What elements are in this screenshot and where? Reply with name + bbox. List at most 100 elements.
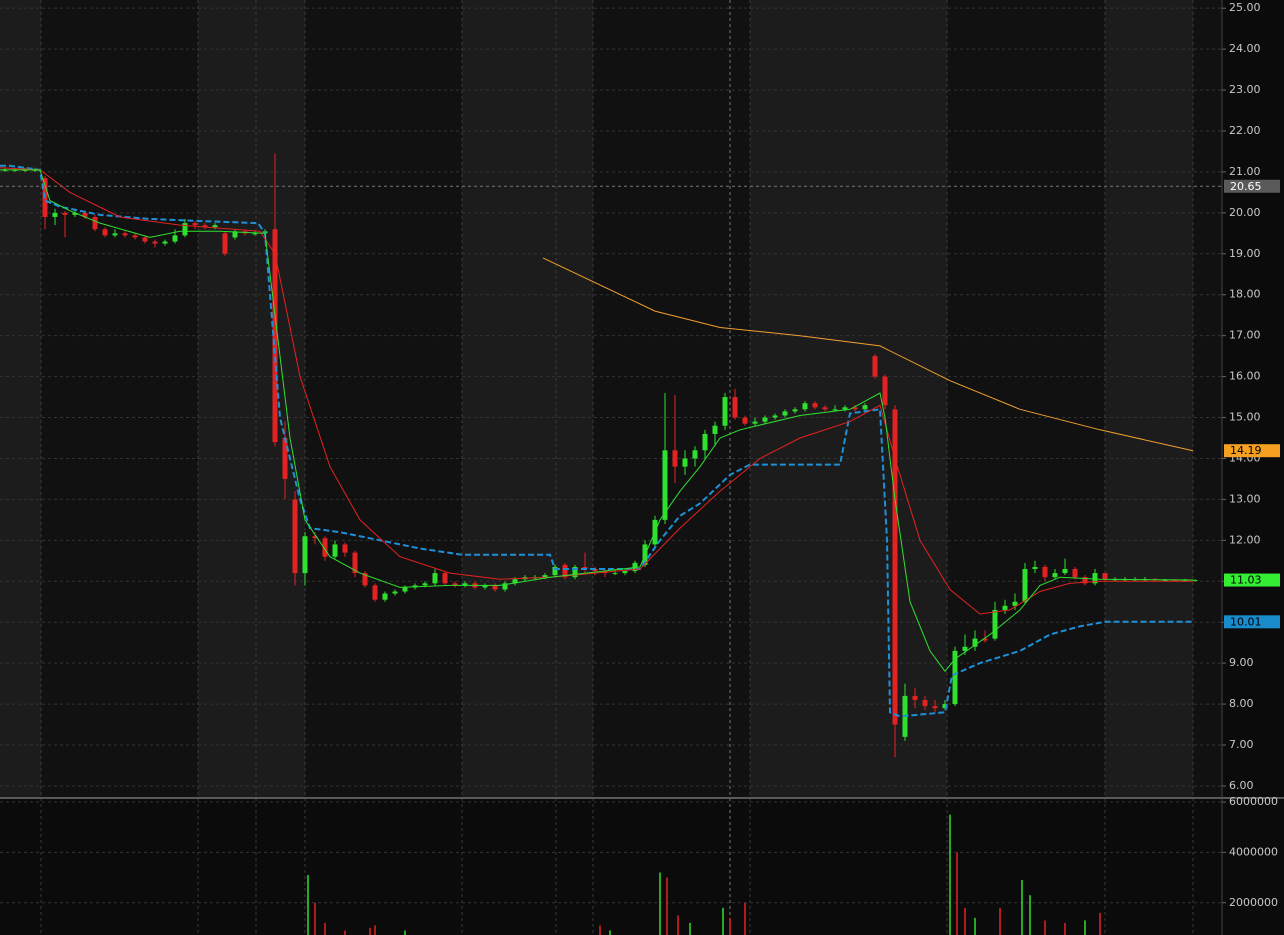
y-tick-label: 21.00 — [1229, 165, 1261, 178]
candle-body — [692, 450, 698, 459]
y-tick-label: 6.00 — [1229, 779, 1254, 792]
band — [1193, 0, 1222, 797]
candle-body — [612, 573, 618, 575]
candle-body — [432, 573, 438, 584]
candle-body — [912, 695, 918, 700]
candle-body — [742, 417, 748, 424]
volume-bar — [599, 925, 601, 935]
y-tick-label: 25.00 — [1229, 1, 1261, 14]
candle-body — [302, 536, 308, 574]
y-tick-label: 7.00 — [1229, 738, 1254, 751]
volume-bar — [659, 872, 661, 935]
candle-body — [292, 499, 298, 574]
price-marker-label: 14.19 — [1230, 444, 1262, 457]
volume-bar — [369, 927, 371, 935]
volume-bar — [956, 852, 958, 935]
candle-body — [582, 566, 588, 569]
candle-body — [782, 411, 788, 416]
candle-body — [462, 583, 468, 586]
volume-bar — [307, 875, 309, 935]
volume-bar — [949, 814, 951, 935]
volume-bar — [324, 922, 326, 935]
candle-body — [572, 566, 578, 578]
candle-body — [752, 421, 758, 424]
candle-body — [882, 376, 888, 406]
candle-body — [852, 407, 858, 410]
candle-body — [142, 237, 148, 242]
candle-body — [172, 235, 178, 242]
y-tick-label: 24.00 — [1229, 42, 1261, 55]
indicator-line — [0, 167, 1193, 615]
candle-body — [1022, 568, 1028, 602]
candle-body — [1002, 605, 1008, 610]
candle-body — [332, 544, 338, 557]
candle-body — [1092, 573, 1098, 584]
band — [750, 0, 947, 797]
candle-body — [1162, 580, 1168, 582]
price-marker — [1224, 573, 1280, 587]
candle-body — [352, 552, 358, 574]
y-tick-label: 8.00 — [1229, 697, 1254, 710]
candle-body — [452, 583, 458, 586]
price-marker-label: 20.65 — [1230, 180, 1262, 193]
band — [198, 0, 305, 797]
candle-body — [662, 450, 668, 520]
y-tick-label: 6000000 — [1229, 795, 1278, 808]
candle-body — [232, 231, 238, 238]
volume-bar — [1084, 920, 1086, 935]
candle-body — [862, 405, 868, 410]
candle-body — [552, 566, 558, 576]
candle-body — [362, 573, 368, 586]
indicator-line — [0, 164, 1193, 718]
candle-body — [222, 233, 228, 254]
candle-body — [82, 212, 88, 217]
volume-bar — [964, 907, 966, 935]
candle-body — [722, 397, 728, 426]
candle-body — [702, 433, 708, 451]
candle-body — [512, 579, 518, 584]
candle-body — [1052, 573, 1058, 578]
candle-body — [502, 583, 508, 590]
candle-body — [682, 458, 688, 467]
candle-body — [1082, 577, 1088, 584]
y-tick-label: 13.00 — [1229, 492, 1261, 505]
volume-bar — [1021, 880, 1023, 935]
candle-body — [922, 699, 928, 707]
candle-body — [842, 407, 848, 410]
volume-bar — [344, 930, 346, 935]
candle-body — [252, 233, 258, 235]
candle-body — [1182, 580, 1188, 582]
candle-body — [542, 575, 548, 578]
candle-body — [72, 212, 78, 215]
band — [1105, 0, 1193, 797]
band — [0, 0, 41, 797]
candle-body — [712, 425, 718, 434]
volume-bar — [1044, 920, 1046, 935]
candle-body — [52, 212, 58, 217]
candle-body — [62, 212, 68, 215]
candle-body — [372, 585, 378, 600]
volume-bar — [677, 915, 679, 935]
y-tick-label: 9.00 — [1229, 656, 1254, 669]
candle-body — [202, 225, 208, 228]
candle-body — [1192, 580, 1198, 582]
candle-body — [112, 233, 118, 236]
indicator-line — [0, 169, 1194, 673]
candle-body — [812, 403, 818, 408]
candle-body — [732, 397, 738, 418]
candle-body — [872, 356, 878, 377]
candle-body — [952, 650, 958, 705]
candle-body — [322, 538, 328, 557]
volume-bar — [974, 917, 976, 935]
candle-body — [382, 593, 388, 600]
volume-bar — [374, 925, 376, 935]
volume-bar — [609, 930, 611, 935]
candle-body — [1042, 566, 1048, 578]
candle-body — [962, 646, 968, 651]
candle-body — [132, 235, 138, 238]
band — [947, 0, 1105, 797]
band — [305, 0, 462, 797]
volume-bar — [744, 902, 746, 935]
